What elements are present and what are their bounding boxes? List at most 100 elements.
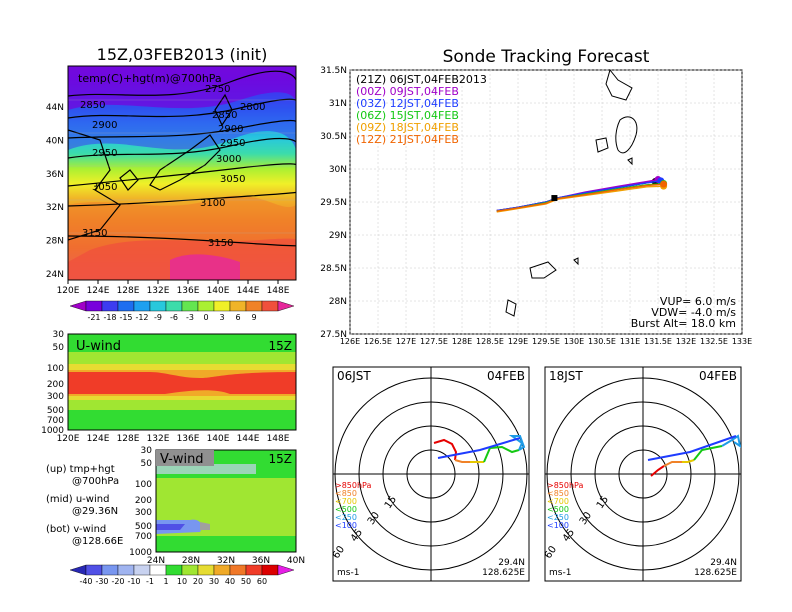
hodograph-legend-entry: >850hPa [335, 481, 372, 490]
hodograph-trace [508, 435, 526, 451]
hodograph-legend-entry: <850 [547, 489, 569, 498]
coastlines [505, 68, 638, 317]
vwind-y-tick-label: 500 [135, 522, 152, 532]
temp-colorbar-tick: -18 [103, 313, 116, 322]
tracking-x-tick-label: 129E [508, 337, 528, 346]
wind-colorbar-swatch [277, 564, 295, 576]
wind-colorbar-swatch [69, 564, 87, 576]
temp-colorbar-swatch [277, 300, 295, 312]
tracking-x-tick-label: 128E [452, 337, 472, 346]
hodograph-legend-entry: >850hPa [547, 481, 584, 490]
tracking-y-tick-label: 31.5N [320, 66, 347, 76]
hodograph-date-label: 04FEB [699, 369, 737, 383]
hodograph-legend-entry: <250 [547, 513, 569, 522]
side-label-bot-1: (bot) v-wind [46, 524, 106, 535]
uwind-x-tick-label: 120E [57, 434, 80, 444]
temp-colorbar-swatch [85, 300, 103, 312]
tracking-grid [349, 69, 743, 335]
uwind-title: U-wind [76, 339, 121, 354]
map-x-tick-label: 132E [147, 286, 170, 296]
tracking-x-tick-label: 127E [396, 337, 416, 346]
wind-colorbar-swatch [229, 564, 247, 576]
uwind-y-tick-label: 700 [47, 416, 64, 426]
wind-colorbar-tick: -1 [146, 577, 154, 586]
wind-colorbar-swatch [85, 564, 103, 576]
tracking-panel: Sonde Tracking Forecast (21Z) 06JST,04FE… [320, 47, 752, 346]
uwind-y-tick-label: 300 [47, 392, 64, 402]
vwind-x-tick-label: 32N [217, 556, 235, 566]
temp-colorbar-swatch [197, 300, 215, 312]
temp-colorbar-swatch [181, 300, 199, 312]
vwind-y-tick-label: 200 [135, 496, 152, 506]
tracking-x-tick-label: 129.5E [532, 337, 560, 346]
map-x-tick-label: 124E [87, 286, 110, 296]
tracking-x-tick-label: 131.5E [644, 337, 672, 346]
tracking-launch-marker [551, 195, 558, 202]
temp-colorbar-tick: -9 [154, 313, 162, 322]
map-contour-label: 2750 [205, 84, 230, 95]
map-y-tick-label: 24N [46, 270, 64, 280]
map-contour-label: 2950 [92, 148, 117, 159]
temp-colorbar-swatch [69, 300, 87, 312]
tracking-x-ticks: 126E 126.5E 127E 127.5E 128E 128.5E 129E 129.5E… [340, 337, 752, 346]
tracking-y-ticks: 27.5N 28N 28.5N 29N 29.5N 30N 30.5N 31N 31.5N [320, 66, 347, 340]
map-panel: 15Z,03FEB2013 (init) [46, 45, 297, 322]
temp-colorbar-ticks: -21 -18 -15 -12 -9 -6 -3 0 3 6 9 [87, 313, 256, 322]
uwind-y-tick-label: 30 [53, 330, 65, 340]
map-field [68, 66, 296, 280]
hodograph-trace [721, 434, 741, 448]
hodograph-trace [647, 435, 737, 461]
map-contour-label: 3100 [200, 198, 225, 209]
wind-colorbar-swatch [101, 564, 119, 576]
map-contour-label: 2800 [240, 102, 265, 113]
map-contour-label: 2950 [220, 138, 245, 149]
hodograph-time-label: 18JST [549, 369, 583, 383]
hodograph-lon: 128.625E [694, 568, 737, 578]
uwind-y-tick-label: 1000 [41, 426, 64, 436]
hodograph-trace [650, 465, 665, 477]
tracking-param: VUP= 6.0 m/s [660, 295, 736, 308]
map-x-tick-label: 148E [267, 286, 290, 296]
temp-colorbar-swatch [149, 300, 167, 312]
uwind-x-tick-label: 128E [117, 434, 140, 444]
tracking-legend: (21Z) 06JST,04FEB2013(00Z) 09JST,04FEB(0… [356, 73, 487, 146]
uwind-time: 15Z [269, 339, 293, 353]
vwind-y-tick-label: 100 [135, 480, 152, 490]
map-x-tick-label: 144E [237, 286, 260, 296]
tracking-legend-entry: (09Z) 18JST,04FEB [356, 121, 459, 134]
tracking-end-point [660, 180, 668, 188]
map-contour-label: 3000 [216, 154, 241, 165]
temp-colorbar-tick: -15 [119, 313, 132, 322]
tracking-title: Sonde Tracking Forecast [443, 47, 650, 67]
tracking-x-tick-label: 126E [340, 337, 360, 346]
uwind-y-tick-label: 200 [47, 380, 64, 390]
side-label-mid-2: @29.36N [72, 506, 118, 517]
map-y-tick-label: 32N [46, 203, 64, 213]
tracking-x-tick-label: 132E [676, 337, 696, 346]
map-contour-label: 2850 [80, 100, 105, 111]
vwind-x-tick-label: 40N [287, 556, 305, 566]
wind-colorbar-tick: 1 [163, 577, 168, 586]
tracking-series-line [496, 183, 664, 212]
map-contour-label: 3050 [92, 182, 117, 193]
wind-colorbar-swatch [117, 564, 135, 576]
uwind-y-tick-label: 50 [53, 343, 65, 353]
map-y-tick-label: 28N [46, 237, 64, 247]
map-y-tick-label: 40N [46, 136, 64, 146]
hodograph-legend-entry: <500 [547, 505, 569, 514]
tracking-legend-entry: (21Z) 06JST,04FEB2013 [356, 73, 487, 86]
temp-colorbar-swatch [133, 300, 151, 312]
side-label-up-2: @700hPa [72, 476, 119, 487]
wind-colorbar-tick: -40 [79, 577, 92, 586]
tracking-y-tick-label: 31N [329, 99, 347, 109]
uwind-x-ticks: 120E 124E 128E 132E 136E 140E 144E 148E [57, 434, 290, 444]
tracking-y-tick-label: 28N [329, 297, 347, 307]
uwind-field [68, 334, 296, 430]
temp-colorbar-tick: -6 [170, 313, 178, 322]
tracking-x-tick-label: 127.5E [420, 337, 448, 346]
wind-colorbar-tick: -20 [111, 577, 124, 586]
hodograph-lon: 128.625E [482, 568, 525, 578]
